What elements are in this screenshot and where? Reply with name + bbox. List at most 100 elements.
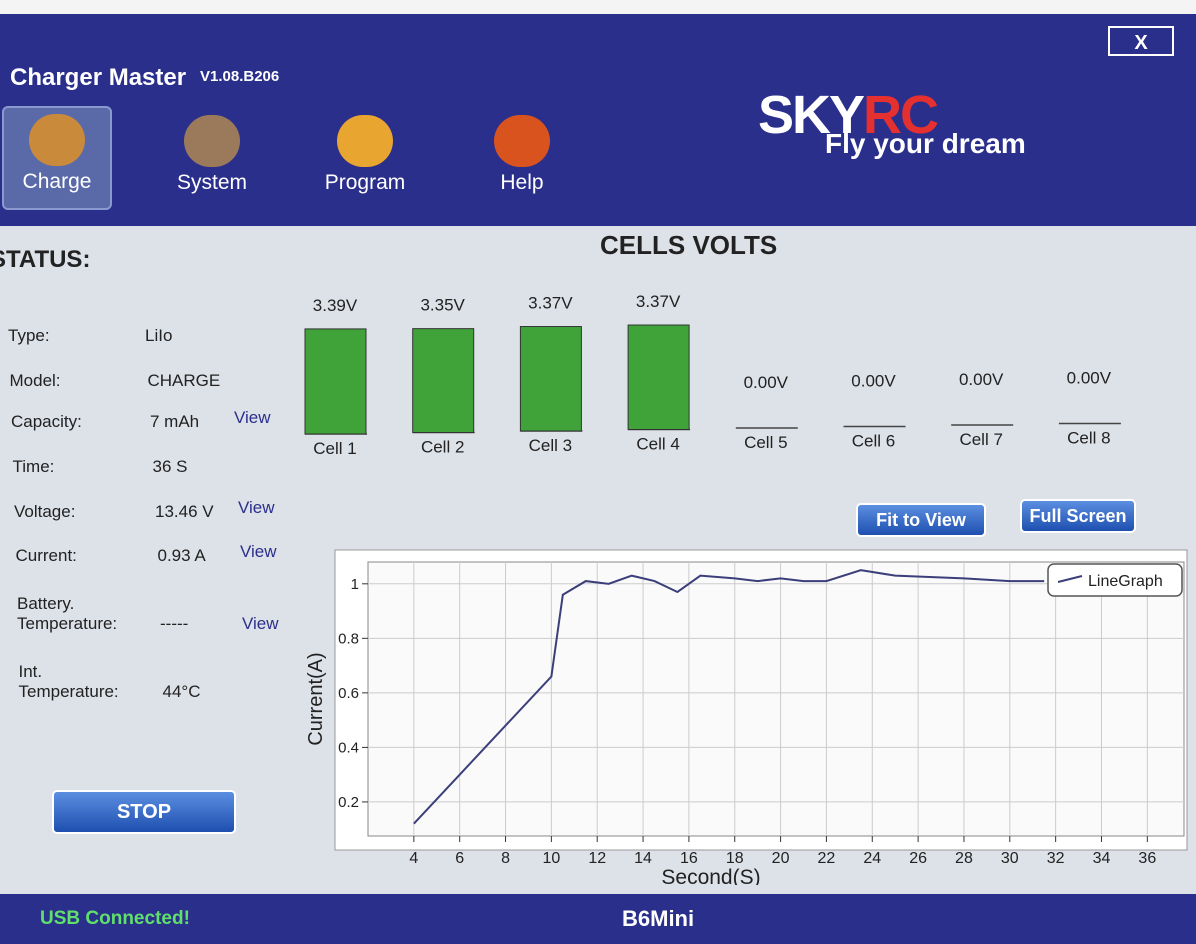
cell-value: 3.39V [313,296,358,315]
brand: SKYRC [758,84,939,146]
version: V1.08.B206 [200,68,280,85]
cells-title: CELLS VOLTS [600,230,778,260]
x-tick-label: 14 [634,850,652,867]
nav-label: Charge [22,170,92,193]
status-label: Capacity: [11,412,82,431]
cell-label: Cell 8 [1067,429,1110,448]
status-label: Type: [8,326,50,345]
x-tick-label: 16 [680,850,698,867]
nav-label: System [176,171,247,194]
cell-bar [519,326,582,432]
cell-value: 3.35V [420,296,465,315]
y-axis-label: Current(A) [305,652,327,745]
brand-a: SKY [758,85,865,145]
legend-swatch [1057,575,1083,583]
x-tick-label: 36 [1138,850,1156,867]
nav-icon [29,114,85,166]
nav-item[interactable]: Help [462,109,582,195]
device-name: B6Mini [622,906,695,931]
nav-item[interactable]: Charge [2,106,112,210]
x-tick-label: 34 [1093,850,1111,867]
x-tick-label: 4 [409,850,418,867]
x-tick-label: 12 [588,850,606,867]
x-tick-label: 30 [1001,850,1019,867]
fullscreen-button[interactable]: Full Screen [1020,499,1136,533]
legend-box [1047,563,1183,597]
status-value: 36 S [152,457,188,476]
x-tick-label: 28 [955,850,973,867]
x-tick-label: 8 [501,850,510,867]
legend-label: LineGraph [1088,573,1163,590]
status-value: 7 mAh [150,412,200,431]
window: Charger Master V1.08.B206 X SKYRC Fly yo… [0,14,1196,944]
line-series [413,569,1045,825]
status-label: Int. Temperature: [18,662,119,701]
x-tick-label: 24 [863,850,881,867]
status-value: LiIo [145,326,173,345]
status-value: 44°C [162,682,201,701]
cell-bar [412,328,475,433]
cell-label: Cell 1 [313,439,356,458]
usb-status: USB Connected! [40,908,190,929]
nav-label: Program [324,171,406,194]
close-button[interactable]: X [1108,26,1174,56]
x-tick-label: 6 [455,850,464,867]
stop-button[interactable]: STOP [52,790,236,834]
fit-button[interactable]: Fit to View [856,503,986,537]
y-tick-label: 0.8 [338,630,359,647]
x-tick-label: 26 [909,850,927,867]
x-tick-label: 32 [1047,850,1065,867]
status-label: Battery. Temperature: [17,594,118,633]
status-title: STATUS: [0,246,91,273]
y-tick-label: 0.6 [338,685,359,702]
plot-area [367,561,1185,837]
brand-b: RC [863,85,939,145]
nav-label: Help [500,171,544,194]
cell-value: 0.00V [851,372,896,391]
cell-value: 3.37V [528,294,573,313]
view-link[interactable]: View [240,542,277,561]
cell-bar [627,324,690,430]
status-value: 13.46 V [155,502,214,521]
y-tick-label: 0.4 [338,739,359,756]
nav-icon [337,115,393,167]
view-link[interactable]: View [234,408,271,427]
x-axis-label: Second(S) [661,866,760,885]
status-label: Voltage: [14,502,76,521]
cells-panel: 3.39V Cell 1 3.35V Cell 2 3.37V Cell 3 3.37V Ce… [304,292,1121,458]
cell-label: Cell 2 [421,438,464,457]
nav-item[interactable]: Program [305,109,425,195]
status-label: Current: [15,546,77,565]
cell-label: Cell 3 [529,436,572,455]
view-link[interactable]: View [238,498,275,517]
nav-item[interactable]: System [152,109,272,195]
cell-value: 0.00V [1067,369,1112,388]
cell-value: 3.37V [636,292,681,311]
status-value: CHARGE [147,371,221,390]
cell-value: 0.00V [744,373,789,392]
footer: USB Connected! B6Mini [0,894,1196,944]
cell-label: Cell 7 [959,430,1002,449]
line-chart: 4 6 8 10 12 14 16 18 20 22 24 26 28 30 32 34 36 0.2 0.4 0.6… [305,549,1188,885]
app-name: Charger Master [10,64,187,91]
x-tick-label: 22 [818,850,836,867]
slogan: Fly your dream [825,128,1026,159]
x-tick-label: 10 [542,850,560,867]
x-tick-label: 18 [726,850,744,867]
status-value: ----- [160,614,189,633]
status-label: Model: [9,371,61,390]
nav-icon [184,115,240,167]
cell-bar [304,328,367,435]
status-value: 0.93 A [157,546,206,565]
y-tick-label: 1 [351,576,359,593]
status-label: Time: [12,457,55,476]
view-link[interactable]: View [242,614,279,633]
nav-icon [494,115,550,167]
title-bar: Charger Master V1.08.B206 X SKYRC Fly yo… [0,14,1196,226]
cell-label: Cell 4 [636,435,679,454]
cell-label: Cell 6 [852,432,895,451]
cell-label: Cell 5 [744,433,787,452]
x-tick-label: 20 [772,850,790,867]
cell-value: 0.00V [959,370,1004,389]
